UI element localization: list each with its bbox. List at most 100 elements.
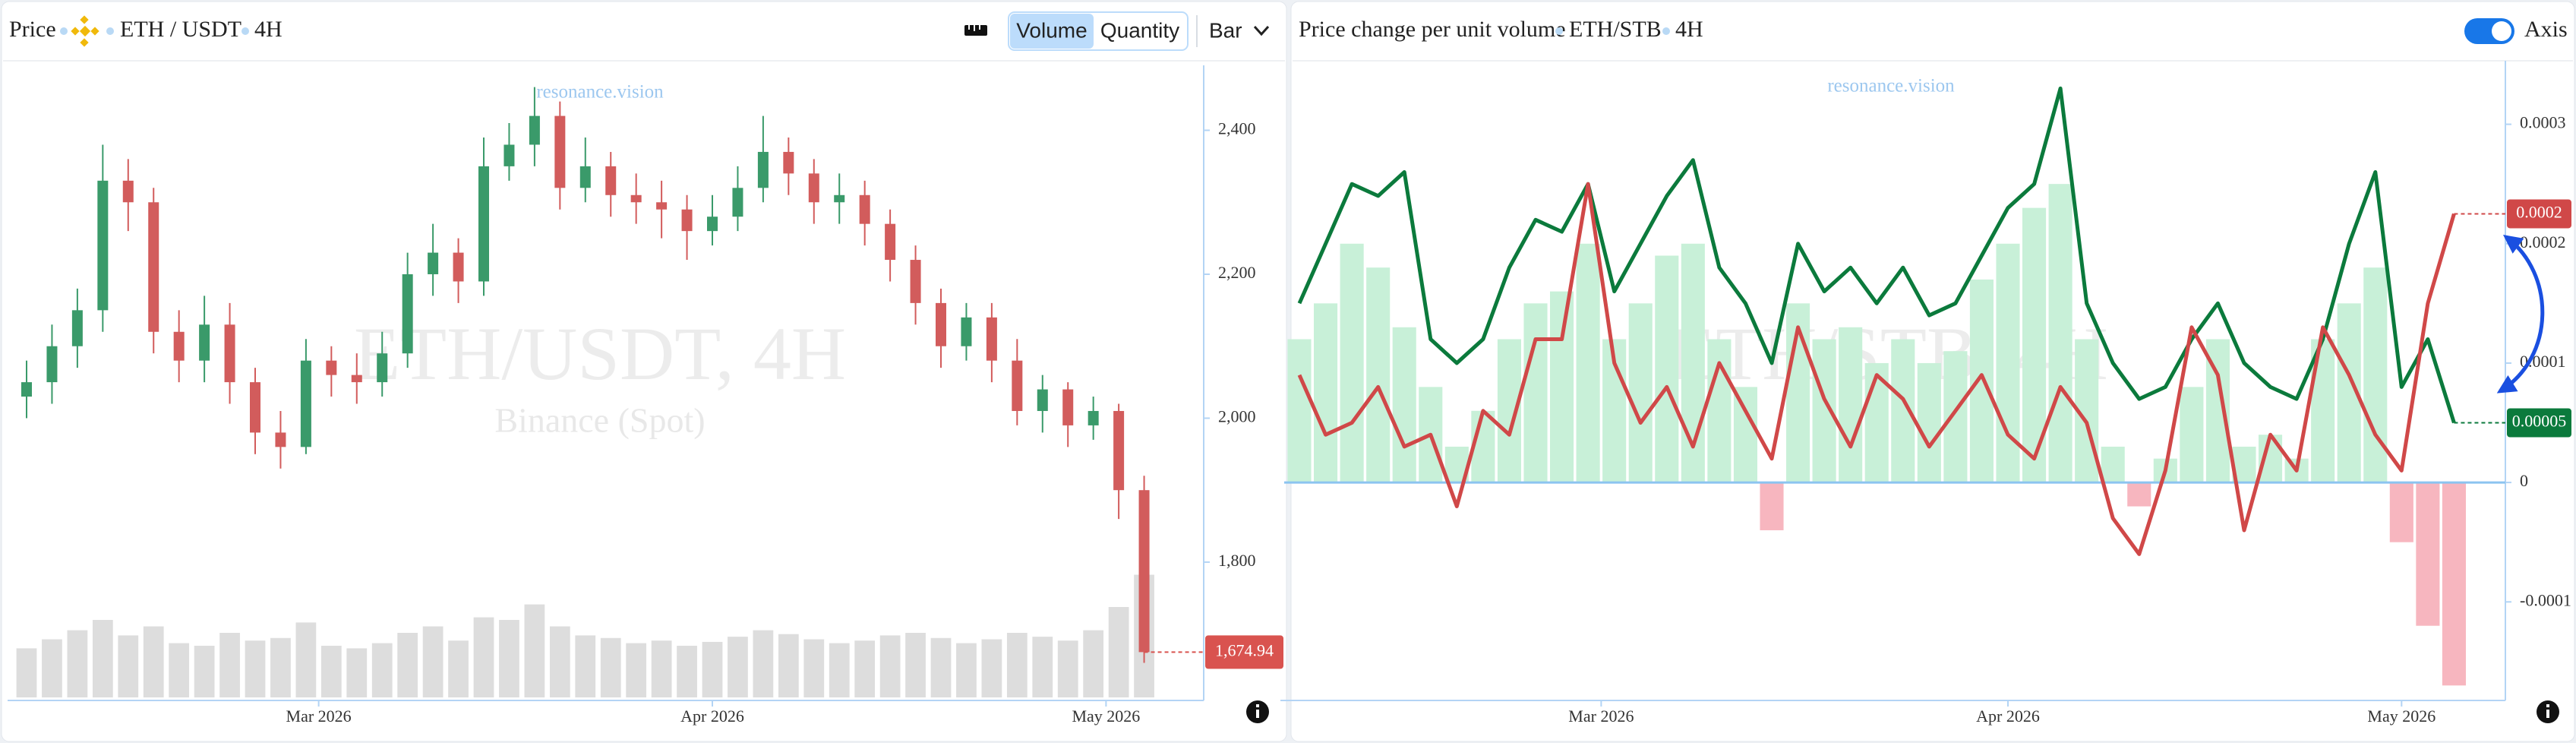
quantity-button-label[interactable]: Quantity bbox=[1100, 18, 1179, 42]
candle-body bbox=[656, 202, 668, 210]
volume-button[interactable] bbox=[1010, 14, 1094, 49]
candle-body bbox=[428, 252, 439, 274]
histogram-bar bbox=[2389, 482, 2413, 542]
info-icon[interactable] bbox=[1246, 700, 1269, 723]
volume-bar bbox=[575, 635, 596, 697]
candle-body bbox=[936, 302, 946, 346]
toggle-label[interactable]: Axis bbox=[2524, 17, 2568, 42]
candle-body bbox=[250, 382, 260, 433]
info-icon[interactable] bbox=[2537, 700, 2559, 723]
histogram-bar bbox=[1969, 279, 1994, 483]
candle-body bbox=[529, 115, 540, 145]
volume-bar bbox=[346, 648, 368, 697]
candle-body bbox=[453, 252, 464, 282]
histogram-bar bbox=[2442, 482, 2466, 686]
x-tick-label: Apr 2026 bbox=[680, 707, 744, 726]
volume-bar bbox=[829, 643, 850, 697]
pair: ETH/STB bbox=[1569, 17, 1662, 42]
candle-body bbox=[199, 324, 210, 361]
histogram-bar bbox=[1996, 243, 2020, 483]
annotation-arrow bbox=[2496, 235, 2545, 394]
volume-bar bbox=[295, 622, 317, 697]
price-label: 0.0002 bbox=[2516, 203, 2562, 222]
volume-bar bbox=[270, 637, 291, 697]
dot bbox=[106, 27, 114, 35]
volume-bar bbox=[245, 640, 266, 697]
candle-body bbox=[478, 166, 489, 282]
candle-body bbox=[122, 180, 134, 203]
volume-bar bbox=[956, 643, 977, 697]
candle-body bbox=[71, 310, 83, 346]
candle-body bbox=[986, 317, 997, 361]
volume-bar bbox=[549, 626, 570, 697]
volume-bar bbox=[930, 637, 952, 697]
candle-body bbox=[300, 360, 311, 447]
volume-bar bbox=[397, 633, 418, 697]
y-tick-label: 0.0002 bbox=[2520, 232, 2566, 251]
chart-layer: ETH/USDT, 4H Binance (Spot) resonance.visi… bbox=[8, 61, 2571, 726]
candle-body bbox=[46, 346, 58, 383]
candle-body bbox=[732, 188, 743, 217]
volume-bar bbox=[1057, 640, 1078, 697]
candle-body bbox=[504, 144, 515, 166]
x-tick-label: Mar 2026 bbox=[286, 707, 352, 726]
volume-bar bbox=[67, 630, 88, 697]
histogram-bar bbox=[2180, 387, 2204, 483]
histogram-bar bbox=[1943, 351, 1968, 483]
histogram-bar bbox=[1628, 303, 1653, 483]
volume-bar bbox=[169, 643, 190, 697]
axis-toggle[interactable] bbox=[2464, 18, 2514, 44]
volume-bar bbox=[371, 643, 393, 697]
price-label: 0.00005 bbox=[2512, 412, 2567, 431]
candle-body bbox=[351, 375, 362, 383]
histogram-bar bbox=[1760, 482, 1784, 530]
volume-bar bbox=[753, 630, 774, 697]
candle-body bbox=[910, 260, 921, 303]
volume-bar bbox=[524, 604, 545, 697]
exchange-icon bbox=[71, 15, 99, 47]
candle-body bbox=[1113, 410, 1125, 491]
volume-bar bbox=[422, 626, 444, 697]
volume-bar bbox=[1006, 633, 1028, 697]
volume-bar bbox=[879, 635, 901, 697]
volume-button-label[interactable]: Volume bbox=[1016, 18, 1087, 42]
candle-body bbox=[834, 194, 845, 203]
candle-body bbox=[707, 217, 718, 232]
left-panel bbox=[1, 1, 1287, 742]
candle-body bbox=[605, 166, 617, 195]
candle-body bbox=[21, 382, 32, 397]
histogram-bar bbox=[1287, 339, 1312, 483]
dot bbox=[60, 27, 68, 35]
candle-body bbox=[808, 173, 819, 203]
watermark-sub: Binance (Spot) bbox=[494, 401, 705, 440]
watermark: ETH/USDT, 4H bbox=[354, 311, 846, 396]
histogram-bar bbox=[2127, 482, 2151, 507]
histogram-bar bbox=[2363, 267, 2388, 483]
price-label: 1,674.94 bbox=[1215, 640, 1274, 659]
histogram-bar bbox=[1471, 410, 1495, 483]
chevron[interactable] bbox=[1253, 25, 1270, 36]
price-label-box bbox=[2507, 408, 2571, 438]
volume-bar bbox=[1032, 637, 1053, 697]
candle-body bbox=[224, 324, 235, 383]
interval[interactable]: 4H bbox=[254, 17, 283, 42]
volume-bar bbox=[448, 640, 469, 697]
ruler-button[interactable] bbox=[964, 25, 987, 36]
candle-body bbox=[630, 194, 642, 203]
candle-body bbox=[757, 151, 769, 188]
dot bbox=[1662, 27, 1670, 35]
histogram-bar bbox=[1576, 243, 1600, 483]
volume-bar bbox=[1108, 607, 1129, 697]
pair: ETH / USDT bbox=[120, 17, 242, 42]
series-line bbox=[1297, 182, 2456, 556]
volume-bar bbox=[702, 641, 723, 697]
chart-style[interactable]: Bar bbox=[1209, 18, 1242, 42]
volume-bar bbox=[803, 639, 825, 697]
candle-body bbox=[579, 166, 591, 188]
candle-body bbox=[681, 209, 693, 232]
y-tick-label: 1,800 bbox=[1218, 551, 1256, 570]
volume-bar bbox=[473, 617, 494, 697]
histogram-bar bbox=[1839, 327, 1863, 483]
candle-body bbox=[326, 360, 337, 375]
